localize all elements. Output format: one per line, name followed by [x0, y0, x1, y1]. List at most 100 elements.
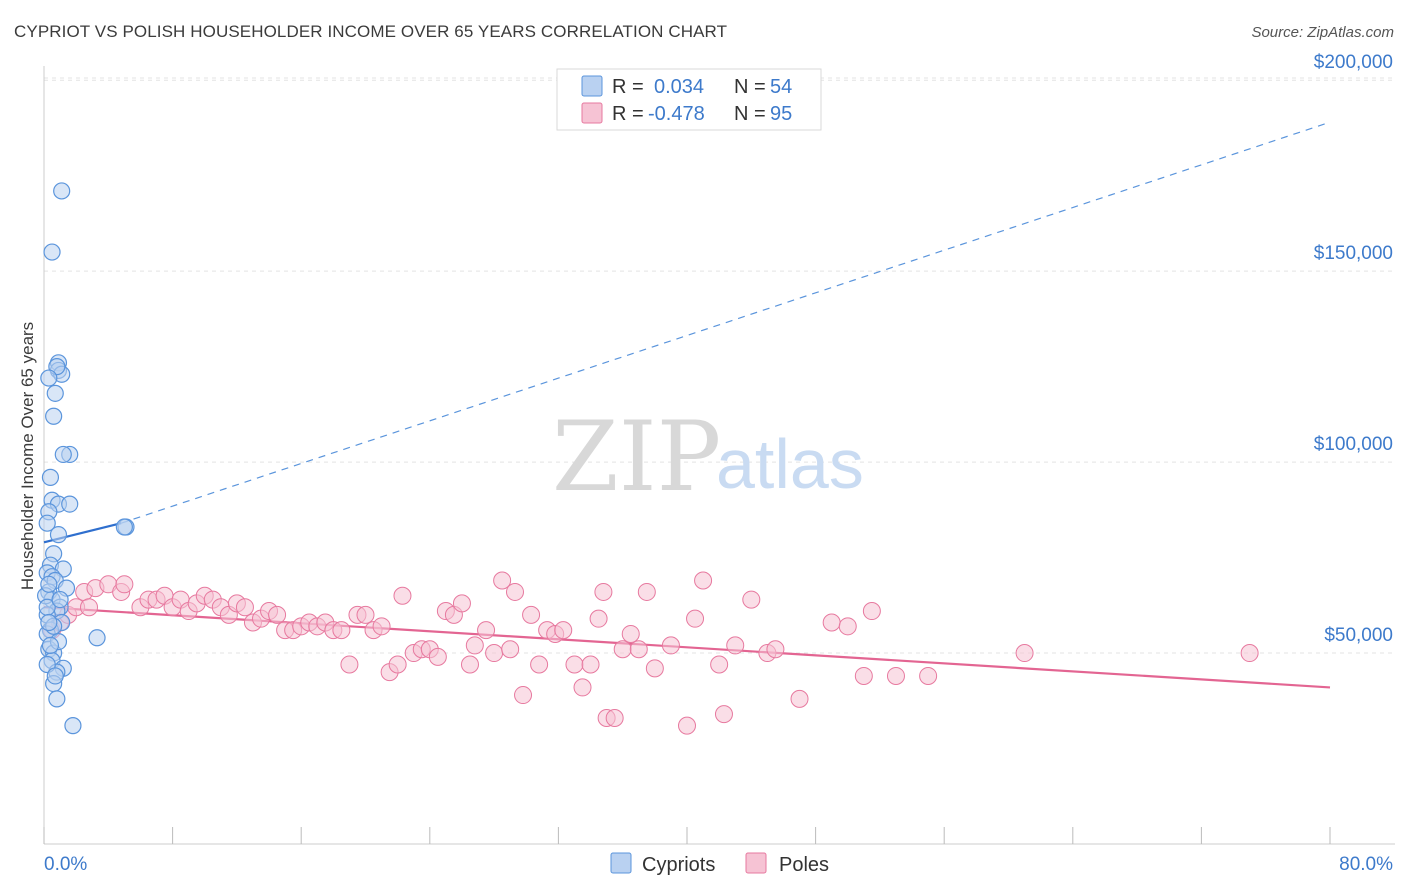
- legend-swatch-poles: [581, 102, 603, 124]
- data-point-poles: [80, 598, 99, 617]
- data-point-cypriots: [38, 514, 56, 532]
- data-point-poles: [854, 666, 873, 685]
- data-point-cypriots: [48, 690, 66, 708]
- data-point-poles: [1015, 644, 1034, 663]
- series-legend: Cypriots Poles: [610, 852, 829, 876]
- points-poles: [43, 571, 1259, 735]
- data-point-cypriots: [49, 526, 68, 544]
- axes: [43, 66, 1395, 845]
- y-tick-label: $50,000: [1324, 625, 1393, 646]
- bottom-legend-swatch-cypriots: [610, 852, 632, 874]
- data-point-poles: [594, 582, 613, 601]
- legend-r-value-cypriots: 0.034: [654, 76, 704, 98]
- data-point-cypriots: [46, 667, 64, 685]
- data-point-poles: [766, 640, 785, 659]
- data-point-cypriots: [88, 629, 106, 647]
- data-point-poles: [356, 605, 375, 624]
- data-point-poles: [822, 613, 841, 632]
- data-point-cypriots: [43, 243, 61, 261]
- data-point-poles: [862, 602, 881, 621]
- bottom-legend-label-cypriots: Cypriots: [642, 854, 715, 876]
- legend-r-label-poles: R =: [612, 103, 644, 125]
- data-point-poles: [613, 640, 632, 659]
- data-point-cypriots: [64, 717, 82, 735]
- data-point-cypriots: [51, 590, 69, 609]
- legend-n-value-cypriots: 54: [770, 76, 792, 98]
- data-point-cypriots: [54, 445, 72, 464]
- points-cypriots: [37, 182, 135, 735]
- data-point-poles: [505, 582, 524, 601]
- source-note: Source: ZipAtlas.com: [1251, 24, 1394, 41]
- data-point-poles: [838, 617, 857, 636]
- data-point-poles: [605, 708, 624, 727]
- y-tick-label: $150,000: [1314, 243, 1393, 264]
- watermark-atlas: atlas: [716, 425, 864, 503]
- data-point-poles: [514, 686, 533, 705]
- x-tick-label-max: 80.0%: [1339, 854, 1393, 875]
- legend-n-label-poles: N =: [734, 103, 766, 125]
- data-point-poles: [621, 624, 640, 643]
- data-point-poles: [919, 666, 938, 685]
- data-point-poles: [393, 586, 412, 605]
- data-point-poles: [714, 705, 733, 724]
- legend-r-label-cypriots: R =: [612, 76, 644, 98]
- data-point-cypriots: [45, 407, 63, 425]
- data-point-cypriots: [40, 613, 58, 632]
- data-point-cypriots: [41, 468, 60, 486]
- data-point-poles: [235, 598, 254, 617]
- gridlines: [44, 77, 1395, 654]
- data-point-poles: [581, 655, 600, 674]
- data-point-cypriots: [41, 636, 60, 655]
- data-point-poles: [637, 582, 656, 601]
- data-point-poles: [501, 640, 520, 659]
- data-point-poles: [645, 659, 664, 678]
- data-point-poles: [726, 636, 745, 655]
- data-point-poles: [742, 590, 761, 609]
- data-point-poles: [530, 655, 549, 674]
- data-point-cypriots: [61, 495, 79, 513]
- y-tick-labels: $50,000 $100,000 $150,000 $200,000: [1314, 52, 1393, 646]
- data-point-poles: [428, 647, 447, 666]
- y-tick-label: $100,000: [1314, 434, 1393, 455]
- data-point-poles: [565, 655, 584, 674]
- data-point-poles: [372, 617, 391, 636]
- data-point-cypriots: [40, 575, 58, 593]
- data-point-poles: [465, 636, 484, 655]
- data-point-poles: [710, 655, 729, 674]
- data-point-cypriots: [46, 384, 64, 402]
- bottom-legend-swatch-poles: [745, 852, 767, 874]
- data-point-poles: [522, 605, 541, 624]
- data-point-poles: [493, 571, 512, 590]
- data-point-poles: [589, 609, 608, 628]
- chart-title: CYPRIOT VS POLISH HOUSEHOLDER INCOME OVE…: [14, 22, 728, 41]
- data-point-poles: [694, 571, 713, 590]
- watermark-zip: ZIP: [552, 401, 721, 513]
- data-point-poles: [554, 621, 573, 640]
- data-point-poles: [340, 655, 359, 674]
- data-point-poles: [1240, 644, 1259, 663]
- data-point-poles: [629, 640, 648, 659]
- data-point-poles: [452, 594, 471, 613]
- data-point-poles: [388, 655, 407, 674]
- y-tick-label: $200,000: [1314, 52, 1393, 73]
- data-point-poles: [485, 644, 504, 663]
- legend-r-value-poles: -0.478: [648, 103, 705, 125]
- trend-line-cypriots-extension: [120, 121, 1331, 524]
- data-point-poles: [886, 666, 905, 685]
- data-point-poles: [268, 605, 287, 624]
- legend-n-value-poles: 95: [770, 103, 792, 125]
- data-point-cypriots: [53, 182, 71, 200]
- data-point-poles: [332, 621, 351, 640]
- data-point-poles: [460, 655, 479, 674]
- data-point-poles: [790, 689, 809, 708]
- legend-n-label-cypriots: N =: [734, 76, 766, 98]
- legend-swatch-cypriots: [581, 75, 603, 97]
- data-point-poles: [661, 636, 680, 655]
- data-point-poles: [115, 575, 134, 594]
- data-point-cypriots: [115, 518, 133, 536]
- data-point-poles: [678, 716, 696, 735]
- data-point-poles: [686, 609, 705, 628]
- stats-legend: R = 0.034 N = 54 R = -0.478 N = 95: [556, 68, 822, 131]
- data-point-poles: [573, 678, 592, 697]
